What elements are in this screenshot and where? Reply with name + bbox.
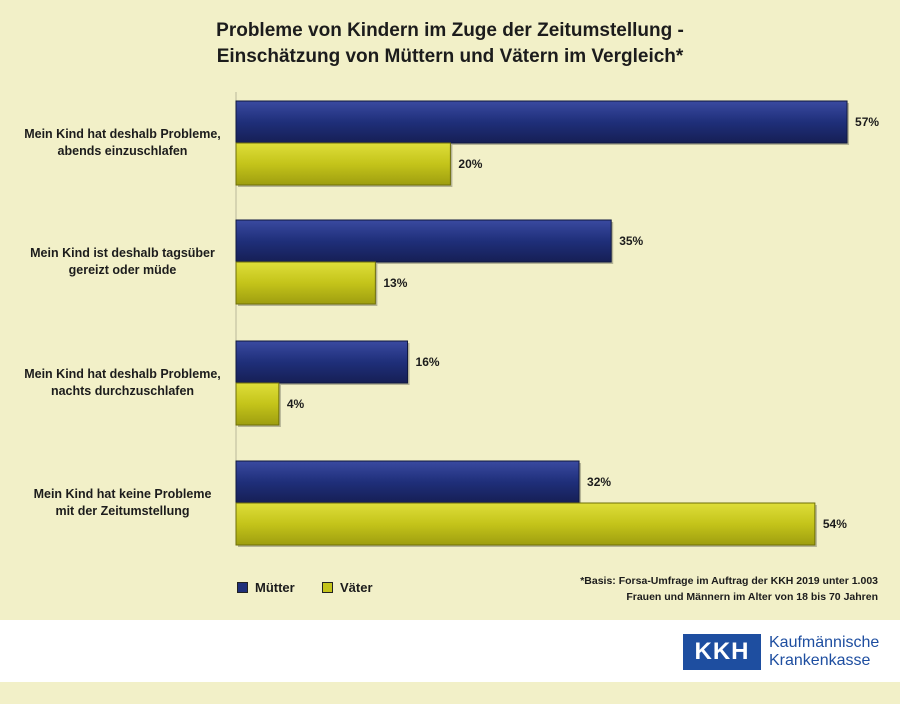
bar-fathers-1 [235, 142, 451, 186]
category-label-1-line-1: Mein Kind hat deshalb Probleme, [24, 127, 221, 141]
category-label-4: Mein Kind hat keine Probleme mit der Zeit… [20, 486, 225, 520]
category-label-3-line-2: nachts durchzuschlafen [50, 384, 195, 398]
category-label-1-line-2: abends einzuschlafen [57, 144, 188, 158]
value-label-fathers-2: 13% [383, 276, 407, 290]
value-label-fathers-4: 54% [823, 517, 847, 531]
legend-label-fathers: Väter [340, 580, 373, 595]
bar-fathers-2 [235, 261, 376, 305]
category-label-2: Mein Kind ist deshalb tagsüber gereizt od… [20, 245, 225, 279]
value-label-fathers-3: 4% [287, 397, 305, 411]
value-label-fathers-1: 20% [458, 157, 482, 171]
category-label-4-line-2: mit der Zeitumstellung [55, 504, 190, 518]
category-label-2-line-2: gereizt oder müde [68, 263, 177, 277]
logo-line-2: Krankenkasse [769, 652, 871, 669]
legend-swatch-mothers [237, 582, 248, 593]
title-line-1: Probleme von Kindern im Zuge der Zeitums… [216, 20, 684, 41]
legend-swatch-fathers [322, 582, 333, 593]
bar-fathers-4 [235, 502, 816, 546]
logo-abbr: KKH [683, 634, 761, 670]
footnote: *Basis: Forsa-Umfrage im Auftrag der KKH… [580, 573, 878, 605]
value-label-mothers-1: 57% [855, 115, 879, 129]
logo-line-1: Kaufmännische [769, 634, 880, 651]
bottom-band [0, 682, 900, 704]
category-label-3-line-1: Mein Kind hat deshalb Probleme, [24, 367, 221, 381]
logo-text: Kaufmännische Krankenkasse [769, 634, 879, 670]
category-label-1: Mein Kind hat deshalb Probleme, abends ei… [20, 126, 225, 160]
category-label-2-line-1: Mein Kind ist deshalb tagsüber [30, 246, 215, 260]
bar-fathers-3 [235, 382, 280, 426]
legend-item-fathers: Väter [322, 580, 373, 595]
chart-title: Probleme von Kindern im Zuge der Zeitums… [0, 18, 900, 70]
bar-mothers-2 [235, 219, 612, 263]
title-line-2: Einschätzung von Müttern und Vätern im V… [216, 46, 684, 67]
value-label-mothers-2: 35% [619, 234, 643, 248]
value-label-mothers-3: 16% [416, 355, 440, 369]
bar-mothers-4 [235, 460, 580, 504]
footnote-line-1: *Basis: Forsa-Umfrage im Auftrag der KKH… [580, 575, 878, 587]
bar-mothers-1 [235, 100, 848, 144]
legend-item-mothers: Mütter [237, 580, 295, 595]
legend-label-mothers: Mütter [255, 580, 295, 595]
kkh-logo: KKH Kaufmännische Krankenkasse [683, 634, 879, 670]
category-label-3: Mein Kind hat deshalb Probleme, nachts du… [20, 366, 225, 400]
value-label-mothers-4: 32% [587, 475, 611, 489]
bar-chart: 57% 20% 35% 13% 16% 4% 32% 54% [235, 92, 879, 547]
bar-mothers-3 [235, 340, 409, 384]
footnote-line-2: Frauen und Männern im Alter von 18 bis 7… [626, 591, 878, 603]
category-label-4-line-1: Mein Kind hat keine Probleme [33, 487, 212, 501]
